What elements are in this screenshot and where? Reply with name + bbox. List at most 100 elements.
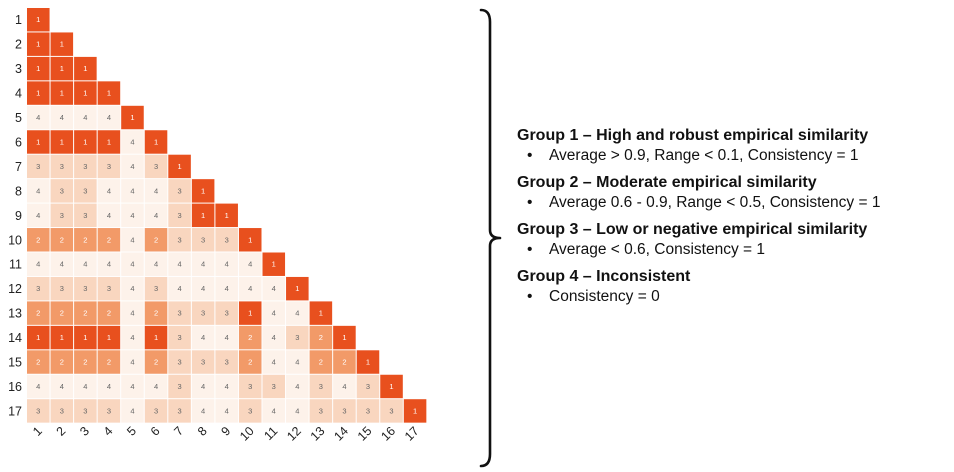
cell-label: 4: [272, 406, 276, 415]
heatmap-cell: [380, 399, 403, 423]
row-label: 1: [15, 13, 22, 27]
cell-label: 4: [130, 186, 134, 195]
col-label: 7: [171, 424, 186, 439]
heatmap-cell: [144, 130, 168, 154]
heatmap-cell: [238, 325, 262, 350]
cell-label: 1: [225, 211, 229, 220]
curly-bracket: [479, 8, 502, 468]
cell-label: 3: [36, 162, 40, 171]
cell-label: 4: [60, 382, 64, 391]
cell-label: 3: [342, 406, 346, 415]
heatmap-cell: [74, 56, 97, 81]
heatmap-cell: [191, 399, 215, 423]
heatmap-cell: [262, 374, 286, 399]
cell-label: 2: [154, 358, 158, 367]
group-4-criteria-item: • Consistency = 0: [527, 287, 947, 307]
group-4-title: Group 4 – Inconsistent: [517, 268, 691, 285]
heatmap-cell: [309, 350, 333, 374]
heatmap-cell: [97, 399, 121, 423]
cell-label: 2: [83, 235, 87, 244]
heatmap-cell: [74, 374, 97, 399]
heatmap-cell: [191, 179, 215, 203]
cell-label: 3: [177, 309, 181, 318]
cell-label: 1: [83, 64, 87, 73]
cell-label: 4: [295, 358, 299, 367]
cell-label: 4: [130, 406, 134, 415]
cell-label: 3: [177, 382, 181, 391]
group-2-title: Group 2 – Moderate empirical similarity: [517, 174, 817, 191]
heatmap-cell: [215, 276, 238, 301]
heatmap-cell: [262, 301, 286, 325]
cell-label: 2: [154, 235, 158, 244]
heatmap-cell: [215, 203, 238, 228]
group-2-criteria: Average 0.6 - 0.9, Range < 0.5, Consiste…: [549, 194, 881, 211]
cell-label: 2: [107, 309, 111, 318]
cell-label: 4: [272, 309, 276, 318]
heatmap-cell: [27, 252, 50, 276]
group-1-title: Group 1 – High and robust empirical simi…: [517, 127, 869, 144]
heatmap-cell: [74, 228, 97, 252]
cell-label: 4: [36, 382, 40, 391]
cell-label: 4: [130, 235, 134, 244]
heatmap-cell: [121, 228, 144, 252]
cell-label: 2: [248, 358, 252, 367]
cell-label: 1: [36, 15, 40, 24]
heatmap-cell: [168, 301, 191, 325]
cell-label: 4: [225, 406, 229, 415]
heatmap-cell: [238, 252, 262, 276]
cell-label: 4: [272, 358, 276, 367]
cell-label: 4: [272, 284, 276, 293]
heatmap-cell: [144, 179, 168, 203]
col-label: 11: [261, 424, 280, 443]
heatmap-cell: [97, 154, 121, 179]
heatmap-cell: [168, 276, 191, 301]
group-legend: Group 1 – High and robust empirical simi…: [517, 126, 947, 314]
cell-label: 3: [177, 358, 181, 367]
heatmap-cell: [121, 374, 144, 399]
heatmap-cell: [144, 301, 168, 325]
heatmap-cell: [97, 252, 121, 276]
cell-label: 4: [107, 260, 111, 269]
cell-label: 3: [248, 406, 252, 415]
cell-label: 1: [107, 89, 111, 98]
heatmap-cell: [286, 325, 309, 350]
col-label: 5: [124, 424, 139, 439]
heatmap-cell: [74, 81, 97, 105]
heatmap-cell: [191, 276, 215, 301]
col-label: 8: [195, 424, 210, 439]
heatmap-cell: [191, 228, 215, 252]
heatmap-cell: [144, 228, 168, 252]
cell-label: 3: [107, 406, 111, 415]
heatmap-cell: [144, 350, 168, 374]
heatmap-cell: [168, 203, 191, 228]
heatmap-cell: [97, 350, 121, 374]
cell-label: 3: [36, 284, 40, 293]
cell-label: 4: [107, 186, 111, 195]
cell-label: 2: [83, 358, 87, 367]
heatmap-cell: [238, 228, 262, 252]
cell-label: 3: [295, 333, 299, 342]
cell-label: 1: [342, 333, 346, 342]
bullet-icon: •: [527, 194, 533, 211]
heatmap-cell: [50, 154, 74, 179]
cell-label: 4: [107, 382, 111, 391]
cell-label: 1: [83, 137, 87, 146]
col-label: 3: [77, 424, 92, 439]
cell-label: 3: [83, 406, 87, 415]
cell-label: 1: [36, 333, 40, 342]
cell-label: 3: [319, 382, 323, 391]
cell-label: 1: [154, 333, 158, 342]
row-label: 13: [8, 307, 22, 321]
heatmap-cell: [191, 374, 215, 399]
row-label: 9: [15, 209, 22, 223]
cell-label: 1: [366, 358, 370, 367]
heatmap-cell: [333, 325, 356, 350]
cell-label: 4: [154, 382, 158, 391]
heatmap-cell: [27, 399, 50, 423]
heatmap-cell: [74, 399, 97, 423]
cell-label: 4: [130, 211, 134, 220]
heatmap-cell: [215, 301, 238, 325]
cell-label: 3: [154, 162, 158, 171]
heatmap-cell: [121, 252, 144, 276]
heatmap-cell: [27, 276, 50, 301]
